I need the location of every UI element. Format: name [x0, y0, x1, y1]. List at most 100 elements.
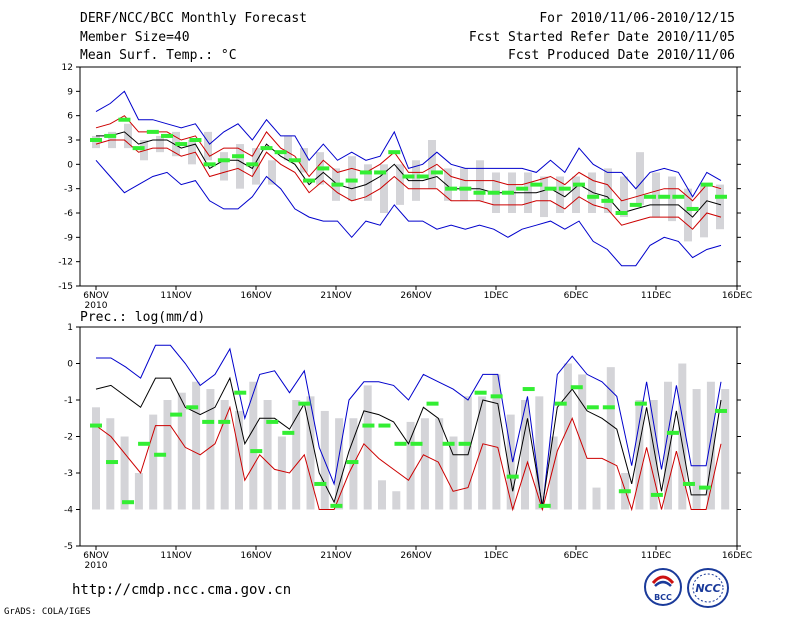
temp-observed-marker	[558, 186, 571, 191]
temp-observed-marker	[587, 194, 600, 199]
prec-ensemble-box	[378, 480, 386, 510]
prec-ensemble-box	[249, 381, 258, 510]
prec-x-tick-label: 11NOV	[160, 551, 192, 561]
prec-ensemble-box	[678, 363, 687, 510]
prec-observed-marker	[442, 441, 455, 446]
prec-ensemble-box	[563, 363, 572, 510]
prec-ensemble-box	[664, 381, 672, 510]
member-size: Member Size=40	[80, 30, 190, 45]
prec-observed-marker	[698, 485, 711, 490]
prec-min-line	[95, 405, 722, 512]
temp-y-tick-label: 0	[67, 160, 73, 170]
temp-ensemble-box	[380, 164, 388, 213]
temp-observed-marker	[374, 170, 387, 175]
prec-observed-marker	[506, 474, 519, 479]
temp-y-tick-label: -9	[64, 233, 73, 243]
prec-y-tick-label: -3	[64, 469, 73, 479]
temp-observed-marker	[430, 170, 443, 175]
temp-observed-marker	[217, 158, 230, 163]
prec-ensemble-box	[506, 414, 515, 510]
temp-observed-marker	[274, 150, 287, 155]
temp-observed-marker	[629, 202, 642, 207]
prec-observed-marker	[458, 441, 471, 446]
temp-x-tick-label: 11DEC	[641, 291, 671, 301]
bcc-logo: BCC	[644, 568, 682, 606]
prec-x-tick-label: 6NOV	[83, 551, 109, 561]
temp-y-tick-label: -15	[58, 282, 73, 292]
prec-observed-marker	[90, 423, 102, 428]
temp-ensemble-box	[540, 176, 548, 218]
prec-observed-marker	[682, 481, 695, 486]
prec-y-tick-label: -4	[64, 506, 73, 516]
prec-ensemble-box	[120, 436, 129, 510]
temp-observed-marker	[686, 206, 699, 211]
forecast-started-date: Fcst Started Refer Date 2010/11/05	[468, 30, 735, 45]
temp-ensemble-box	[588, 172, 596, 213]
prec-ensemble-box	[192, 381, 201, 510]
prec-observed-marker	[554, 401, 567, 406]
temp-x-tick-label: 6DEC	[564, 291, 589, 301]
temp-x-tick-label: 6NOV	[83, 291, 109, 301]
temp-observed-marker	[175, 142, 188, 147]
prec-ensemble-box	[535, 396, 544, 510]
prec-observed-marker	[282, 430, 295, 435]
prec-ensemble-box	[721, 389, 730, 510]
prec-observed-marker	[426, 401, 439, 406]
temp-observed-marker	[445, 186, 458, 191]
temp-ensemble-box	[620, 176, 628, 218]
variable-label: Mean Surf. Temp.: °C	[80, 48, 237, 63]
temp-ensemble-box	[636, 152, 644, 205]
temp-ensemble-box	[220, 152, 228, 181]
prec-x-tick-label: 21NOV	[320, 551, 352, 561]
temp-ensemble-box	[124, 123, 132, 149]
prec-observed-marker	[218, 419, 231, 424]
prec-observed-marker	[490, 394, 503, 399]
prec-ensemble-box	[92, 407, 100, 510]
temp-x-year-label: 2010	[85, 301, 108, 311]
prec-x-tick-label: 6DEC	[564, 551, 589, 561]
temp-observed-marker	[516, 186, 529, 191]
website-url[interactable]: http://cmdp.ncc.cma.gov.cn	[72, 582, 292, 598]
prec-ensemble-box	[277, 436, 286, 510]
prec-y-tick-label: 0	[67, 360, 73, 370]
temp-ensemble-box	[716, 184, 724, 230]
prec-observed-marker	[250, 449, 263, 454]
temp-observed-marker	[459, 186, 472, 191]
temp-y-tick-label: -6	[64, 209, 73, 219]
temp-x-tick-label: 21NOV	[320, 291, 352, 301]
prec-observed-marker	[602, 405, 615, 410]
prec-y-tick-label: -1	[64, 396, 73, 406]
temp-observed-marker	[203, 162, 216, 167]
prec-ensemble-box	[549, 436, 558, 510]
temp-observed-marker	[104, 133, 117, 138]
prec-ensemble-box	[521, 400, 529, 510]
prec-observed-marker	[618, 489, 631, 494]
prec-observed-marker	[522, 387, 535, 392]
forecast-period: For 2010/11/06-2010/12/15	[539, 11, 735, 26]
prec-observed-marker	[346, 460, 359, 465]
prec-x-tick-label: 11DEC	[641, 551, 671, 561]
prec-ensemble-box	[449, 436, 458, 510]
temp-y-tick-label: -3	[64, 185, 73, 195]
temp-observed-marker	[700, 182, 713, 187]
temp-observed-marker	[189, 138, 202, 142]
prec-observed-marker	[298, 401, 311, 406]
grads-credit: GrADS: COLA/IGES	[4, 607, 91, 617]
prec-ensemble-box	[635, 400, 644, 510]
prec-observed-marker	[538, 503, 551, 508]
prec-x-year-label: 2010	[85, 561, 108, 571]
prec-observed-marker	[410, 441, 423, 446]
prec-ensemble-box	[392, 491, 401, 510]
prec-observed-marker	[570, 385, 583, 390]
temp-x-tick-label: 16DEC	[722, 291, 752, 301]
temp-ensemble-box	[300, 148, 308, 173]
prec-ensemble-box	[463, 396, 472, 510]
temp-ensemble-box	[444, 168, 452, 201]
temp-upper-line	[95, 115, 722, 202]
temp-observed-marker	[402, 174, 415, 179]
prec-ensemble-box	[220, 400, 229, 510]
temp-ensemble-box	[92, 135, 100, 149]
temp-observed-marker	[658, 194, 671, 199]
prec-x-tick-label: 26NOV	[400, 551, 432, 561]
